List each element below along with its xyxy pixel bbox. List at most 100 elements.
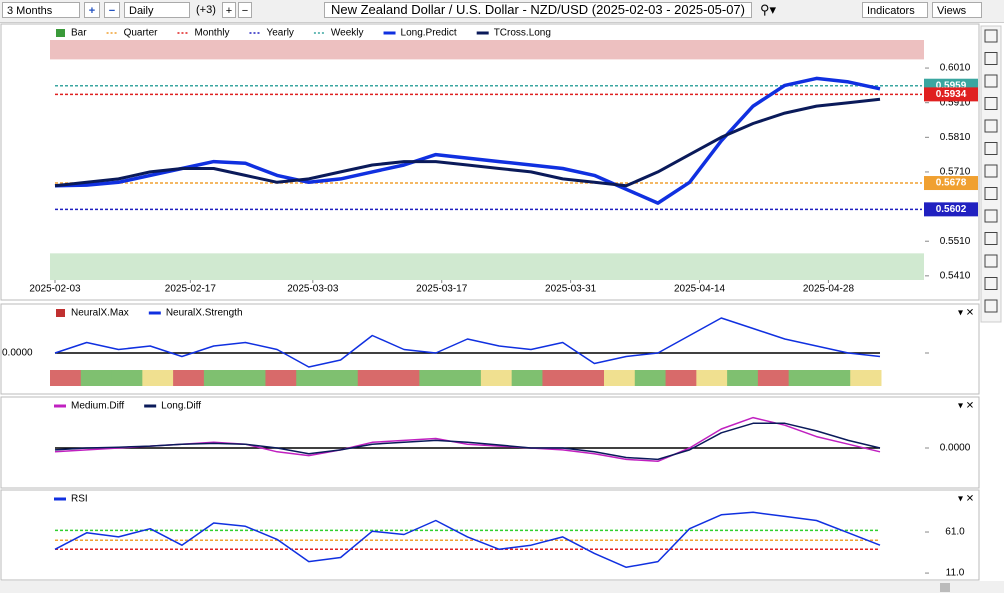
views-button[interactable]: Views xyxy=(932,2,982,18)
price-badge-label: 0.5602 xyxy=(936,204,967,215)
signal-cell xyxy=(80,370,113,386)
signal-cell xyxy=(234,370,266,386)
price-badge-label: 0.5934 xyxy=(936,89,967,100)
scroll-thumb[interactable] xyxy=(940,583,950,592)
signal-cell xyxy=(173,370,205,386)
tool-icon xyxy=(984,119,998,133)
side-toolbar xyxy=(980,25,1002,323)
scrollbar[interactable] xyxy=(0,581,1004,593)
signal-cell xyxy=(757,370,790,386)
x-tick-label: 2025-04-14 xyxy=(674,284,726,295)
price-badge xyxy=(924,78,978,93)
panel xyxy=(0,23,980,301)
signal-cell xyxy=(542,370,574,386)
signal-cell xyxy=(419,370,451,386)
legend-label: Long.Predict xyxy=(401,28,457,39)
legend-label: NeuralX.Strength xyxy=(166,308,243,319)
price-badge-label: 0.5959 xyxy=(936,80,967,91)
y-tick-label: 0.5910 xyxy=(940,97,971,108)
x-tick-label: 2025-04-28 xyxy=(803,284,855,295)
signal-cell xyxy=(819,370,851,386)
tool-icon xyxy=(984,164,998,178)
signal-cell xyxy=(634,370,667,386)
y-tick-label: 0.0000 xyxy=(2,348,33,359)
toolbar: 3 Months + − Daily (+3) + − New Zealand … xyxy=(0,0,1004,23)
y-tick-label: 0.5410 xyxy=(940,270,971,281)
tool-icon xyxy=(984,299,998,313)
offset-plus[interactable]: + xyxy=(222,2,236,18)
series-line xyxy=(54,422,881,461)
signal-cell xyxy=(50,370,82,386)
tool-icon xyxy=(984,209,998,223)
signal-cell xyxy=(665,370,697,386)
y-tick-label: 0.0000 xyxy=(940,443,971,454)
tool-icon xyxy=(984,254,998,268)
signal-cell xyxy=(788,370,820,386)
zone-band xyxy=(50,253,924,280)
y-tick-label: 11.0 xyxy=(946,568,965,579)
signal-cell xyxy=(296,370,328,386)
x-tick-label: 2025-02-17 xyxy=(165,284,217,295)
series-line xyxy=(54,511,881,569)
series-line xyxy=(54,76,881,205)
legend-label: Bar xyxy=(71,28,87,39)
signal-cell xyxy=(604,370,636,386)
y-tick-label: 0.5710 xyxy=(940,167,971,178)
tool-icon xyxy=(984,142,998,155)
indicators-button[interactable]: Indicators xyxy=(862,2,928,18)
signal-cell xyxy=(727,370,759,386)
symbol-title[interactable]: New Zealand Dollar / U.S. Dollar - NZD/U… xyxy=(324,2,752,18)
panel-controls: ▾ ✕ xyxy=(958,401,974,412)
legend-label: Monthly xyxy=(194,28,229,39)
interval-select[interactable]: Daily xyxy=(124,2,190,18)
panel-controls: ▾ ✕ xyxy=(958,494,974,505)
y-tick-label: 61.0 xyxy=(945,527,965,538)
price-badge xyxy=(924,202,978,217)
x-tick-label: 2025-02-03 xyxy=(29,284,81,295)
panel xyxy=(0,303,980,395)
series-line xyxy=(54,416,881,463)
signal-cell xyxy=(142,370,174,386)
side-tools xyxy=(980,25,1002,323)
panel xyxy=(0,396,980,489)
y-tick-label: 0.5510 xyxy=(940,236,971,247)
tool-icon xyxy=(984,74,998,88)
zoom-in[interactable]: + xyxy=(84,2,100,18)
signal-cell xyxy=(511,370,543,386)
legend-label: Medium.Diff xyxy=(71,401,124,412)
legend-label: Quarter xyxy=(124,28,159,39)
range-select[interactable]: 3 Months xyxy=(2,2,80,18)
offset: (+3) xyxy=(196,4,216,16)
y-tick-label: 0.5810 xyxy=(940,132,971,143)
price-badge xyxy=(924,176,978,191)
legend-label: Long.Diff xyxy=(161,401,201,412)
offset-minus[interactable]: − xyxy=(238,2,252,18)
tool-icon xyxy=(984,187,998,200)
legend-swatch xyxy=(56,29,65,37)
panel-controls: ▾ ✕ xyxy=(958,308,974,319)
panel xyxy=(0,489,980,581)
signal-cell xyxy=(327,370,359,386)
legend-label: RSI xyxy=(71,494,88,505)
x-tick-label: 2025-03-17 xyxy=(416,284,468,295)
x-tick-label: 2025-03-03 xyxy=(287,284,339,295)
signal-cell xyxy=(357,370,390,386)
tool-icon xyxy=(984,52,998,65)
tool-icon xyxy=(984,29,998,43)
signal-cell xyxy=(696,370,728,386)
tool-icon xyxy=(984,277,998,290)
legend-label: Yearly xyxy=(266,28,293,39)
search-icon[interactable]: ⚲▾ xyxy=(760,2,777,17)
signal-cell xyxy=(573,370,605,386)
signal-cell xyxy=(850,370,882,386)
legend-label: NeuralX.Max xyxy=(71,308,129,319)
signal-cell xyxy=(480,370,513,386)
x-tick-label: 2025-03-31 xyxy=(545,284,597,295)
price-badge xyxy=(924,87,978,102)
y-tick-label: 0.6010 xyxy=(940,63,971,74)
legend-label: TCross.Long xyxy=(494,28,551,39)
zoom-out[interactable]: − xyxy=(104,2,120,18)
signal-cell xyxy=(450,370,482,386)
